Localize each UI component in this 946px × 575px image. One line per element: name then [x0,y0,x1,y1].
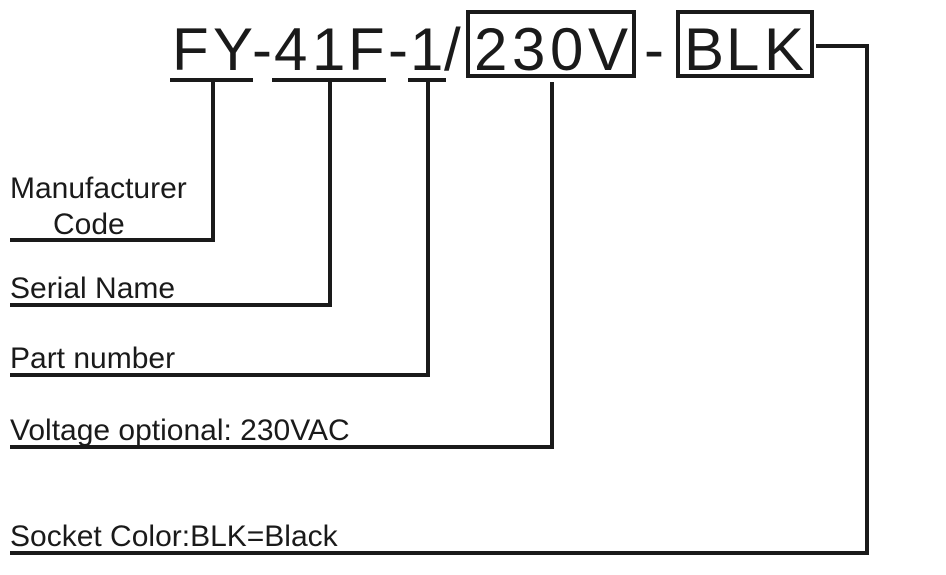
label-mfr2: Code [53,208,125,242]
connector-mfr-h [10,238,215,242]
code-char: - [644,15,664,84]
connector-mfr-v [211,82,215,238]
code-box [676,10,814,78]
connector-part-h [10,373,430,377]
connector-serial-h [10,303,332,307]
code-char: / [444,15,461,84]
code-char: F [348,15,385,84]
code-box [466,10,636,78]
connector-serial-v [328,82,332,303]
connector-volt-h [10,445,554,449]
code-char: F [172,15,209,84]
connector-color-h [10,551,869,555]
connector-part-v [426,82,430,373]
label-serial: Serial Name [10,272,175,306]
code-char: - [388,15,408,84]
code-char: 4 [274,15,307,84]
code-char: Y [213,15,253,84]
label-volt: Voltage optional: 230VAC [10,414,350,448]
connector-color-htop [816,44,869,48]
label-part: Part number [10,342,175,376]
connector-color-v [865,44,869,551]
code-char: 1 [312,15,345,84]
label-mfr1: Manufacturer [10,172,187,206]
label-color: Socket Color:BLK=Black [10,520,338,554]
code-char: - [252,15,272,84]
code-char: 1 [410,15,443,84]
part-number-decoder-diagram: FY-41F-1/230V-BLKManufacturerCodeSerial … [0,0,946,575]
connector-volt-v [550,82,554,445]
